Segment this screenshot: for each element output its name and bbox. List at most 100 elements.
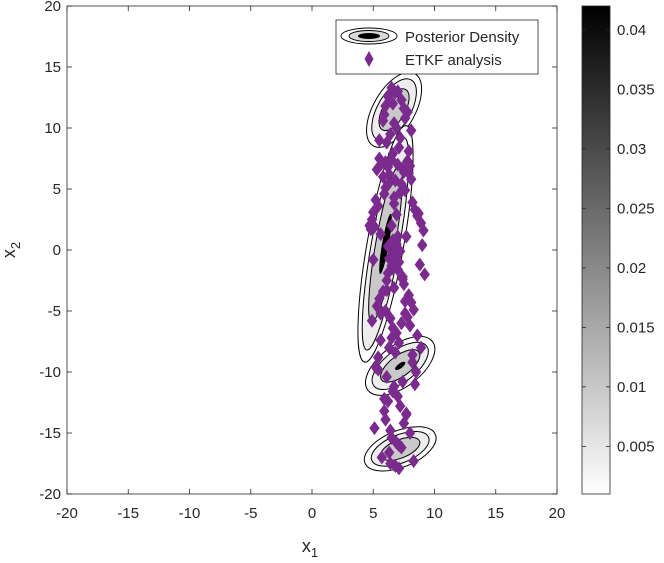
etkf-point (376, 450, 388, 465)
x-axis-label: x1 (302, 536, 318, 560)
etkf-point (418, 223, 429, 238)
etkf-point (399, 294, 411, 309)
etkf-point (401, 406, 412, 421)
etkf-point (398, 164, 410, 179)
etkf-point (387, 146, 399, 161)
etkf-point (364, 218, 375, 233)
etkf-point (377, 113, 389, 128)
y-tick-label: 20 (44, 0, 61, 15)
etkf-point (403, 144, 414, 159)
x-tick-label: -5 (244, 505, 257, 522)
etkf-point (379, 391, 390, 406)
etkf-point (376, 305, 388, 320)
etkf-point (402, 105, 413, 120)
legend: Posterior Density ETKF analysis (335, 19, 539, 75)
etkf-point (380, 180, 391, 195)
colorbar-ticks: 0.005 0.01 0.015 0.02 0.025 0.03 0.035 0.04 (582, 22, 655, 455)
etkf-point (381, 283, 392, 298)
etkf-point (404, 318, 416, 333)
etkf-point (393, 438, 405, 453)
etkf-point (368, 205, 379, 220)
y-tick-label: 15 (44, 59, 61, 76)
legend-diamond-marker (364, 51, 374, 67)
etkf-point (379, 186, 390, 201)
x-tick-label: 0 (308, 505, 316, 522)
legend-contour-icon (340, 27, 398, 45)
etkf-point (390, 250, 401, 265)
etkf-point (383, 175, 395, 190)
etkf-point (390, 85, 401, 100)
etkf-point (388, 196, 400, 211)
etkf-point (386, 218, 397, 233)
etkf-point (395, 399, 406, 414)
legend-label-posterior-density: Posterior Density (405, 29, 520, 46)
etkf-point (393, 335, 405, 350)
y-axis-ticks: -20 -15 -10 -5 0 5 10 15 20 (39, 0, 557, 503)
plot-background (67, 6, 557, 494)
etkf-point (381, 369, 392, 384)
etkf-point (387, 261, 399, 276)
x-tick-label: -20 (56, 505, 78, 522)
etkf-point (366, 313, 378, 328)
colorbar: 0.005 0.01 0.015 0.02 0.025 0.03 0.035 0.04 (581, 5, 655, 495)
etkf-point (369, 421, 380, 436)
etkf-point (415, 340, 427, 355)
etkf-point (395, 185, 406, 200)
etkf-point (395, 130, 406, 145)
etkf-point (392, 229, 403, 244)
etkf-point (385, 423, 396, 438)
etkf-point (406, 172, 417, 187)
etkf-point (407, 347, 418, 362)
x-tick-label: -10 (179, 505, 201, 522)
etkf-point (372, 362, 384, 377)
y-axis-label: x2 (0, 242, 23, 258)
etkf-point (409, 377, 421, 392)
etkf-point (404, 425, 416, 441)
etkf-point (380, 412, 391, 427)
etkf-point (412, 328, 423, 343)
etkf-point (385, 456, 396, 471)
etkf-point (374, 133, 385, 148)
x-tick-label: 10 (426, 505, 443, 522)
colorbar-tick-label: 0.03 (617, 141, 646, 158)
etkf-point (419, 267, 430, 282)
etkf-point (393, 461, 405, 476)
etkf-point (375, 227, 386, 242)
etkf-point (383, 445, 395, 460)
x-tick-label: 15 (487, 505, 504, 522)
y-tick-label: -20 (39, 486, 61, 503)
colorbar-tick-label: 0.035 (617, 81, 655, 98)
colorbar-tick-label: 0.005 (617, 438, 655, 455)
x-axis-label-subscript: 1 (311, 545, 318, 560)
etkf-point (383, 167, 395, 182)
y-axis-label-subscript: 2 (8, 242, 23, 249)
etkf-point (399, 183, 411, 198)
etkf-point (381, 135, 392, 150)
density-contour-level-4 (395, 361, 406, 371)
etkf-point (391, 120, 402, 136)
etkf-point (386, 152, 397, 167)
x-tick-label: -15 (117, 505, 139, 522)
etkf-point (390, 345, 401, 360)
colorbar-gradient (581, 5, 611, 495)
x-tick-label: 5 (369, 505, 377, 522)
etkf-point (397, 374, 408, 389)
x-tick-label: 20 (549, 505, 566, 522)
etkf-point (375, 333, 386, 348)
colorbar-tick-label: 0.025 (617, 200, 655, 217)
y-tick-label: 5 (53, 181, 61, 198)
etkf-point (396, 316, 407, 331)
y-tick-label: 10 (44, 120, 61, 137)
x-axis-ticks: -20 -15 -10 -5 0 5 10 15 20 (56, 6, 565, 522)
y-axis-label-main: x (0, 249, 19, 258)
etkf-analysis-points (364, 80, 430, 476)
etkf-point (406, 123, 417, 138)
etkf-point (397, 272, 408, 287)
etkf-point (407, 355, 418, 370)
etkf-point (401, 229, 412, 244)
colorbar-tick-label: 0.01 (617, 379, 646, 396)
etkf-point (374, 151, 385, 166)
x-axis-label-main: x (302, 536, 311, 556)
colorbar-tick-label: 0.04 (617, 22, 646, 39)
etkf-point (413, 206, 424, 221)
